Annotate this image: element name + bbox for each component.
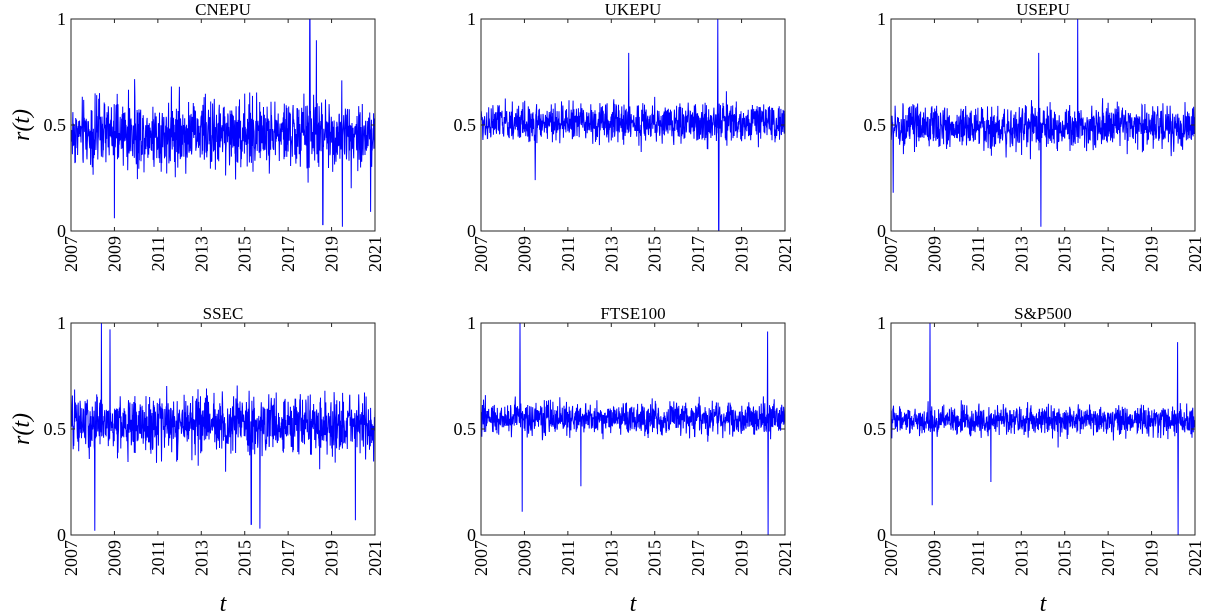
- series-line-0-0: [71, 19, 375, 227]
- chart-title: USEPU: [1016, 0, 1070, 19]
- series-line-4-0: [481, 323, 785, 535]
- x-tick-label: 2015: [1055, 540, 1075, 576]
- x-tick-label: 2019: [1142, 236, 1162, 272]
- x-tick-label: 2019: [732, 540, 752, 576]
- x-tick-label: 2015: [645, 540, 665, 576]
- x-tick-label: 2011: [968, 236, 988, 271]
- x-tick-label: 2011: [968, 540, 988, 575]
- chart-panel-0: 0 0.5 1 2007 2009 2011 2013 2015 2017 2019 2021 CNE…: [9, 0, 385, 272]
- y-tick-label: 0: [467, 525, 476, 545]
- chart-panel-2: 0 0.5 1 2007 2009 2011 2013 2015 2017 2019 2021 USE…: [864, 0, 1206, 272]
- chart-panel-4: 0 0.5 1 2007 2009 2011 2013 2015 2017 2019 2021 FTS…: [454, 304, 796, 615]
- x-tick-label: 2013: [191, 236, 211, 272]
- y-tick-label: 0.5: [864, 419, 887, 439]
- chart-title: SSEC: [203, 304, 244, 323]
- x-tick-label: 2015: [235, 540, 255, 576]
- x-axis-label: t: [220, 591, 228, 615]
- x-tick-label: 2019: [732, 236, 752, 272]
- x-tick-label: 2007: [881, 540, 901, 576]
- x-tick-label: 2021: [365, 236, 385, 272]
- x-tick-label: 2021: [775, 540, 795, 576]
- y-tick-label: 0: [877, 221, 886, 241]
- x-tick-label: 2011: [558, 236, 578, 271]
- chart-title: UKEPU: [605, 0, 662, 19]
- series-line-5-0: [891, 323, 1195, 535]
- x-tick-label: 2007: [471, 540, 491, 576]
- chart-panel-5: 0 0.5 1 2007 2009 2011 2013 2015 2017 2019 2021 S&P…: [864, 304, 1206, 615]
- y-tick-label: 0: [467, 221, 476, 241]
- x-tick-label: 2009: [514, 540, 534, 576]
- x-tick-label: 2011: [148, 236, 168, 271]
- y-tick-label: 0.5: [44, 115, 67, 135]
- series-line-1-0: [481, 19, 785, 231]
- y-tick-label: 1: [467, 9, 476, 29]
- y-tick-label: 0.5: [864, 115, 887, 135]
- y-tick-label: 1: [467, 313, 476, 333]
- y-tick-label: 1: [877, 9, 886, 29]
- x-tick-label: 2017: [1098, 540, 1118, 576]
- x-tick-label: 2013: [191, 540, 211, 576]
- y-axis-label: r(t): [9, 109, 35, 141]
- x-tick-label: 2017: [278, 236, 298, 272]
- x-tick-label: 2009: [924, 236, 944, 272]
- x-tick-label: 2007: [61, 236, 81, 272]
- x-axis-label: t: [630, 591, 638, 615]
- x-tick-label: 2019: [322, 236, 342, 272]
- y-tick-label: 0: [57, 525, 66, 545]
- y-tick-label: 1: [57, 9, 66, 29]
- x-tick-label: 2021: [1185, 540, 1205, 576]
- x-tick-label: 2011: [558, 540, 578, 575]
- y-tick-label: 0.5: [44, 419, 67, 439]
- y-tick-label: 0: [57, 221, 66, 241]
- x-tick-label: 2021: [1185, 236, 1205, 272]
- x-tick-label: 2013: [601, 236, 621, 272]
- y-tick-label: 0.5: [454, 419, 477, 439]
- chart-panel-1: 0 0.5 1 2007 2009 2011 2013 2015 2017 2019 2021 UKE…: [454, 0, 796, 272]
- x-tick-label: 2019: [322, 540, 342, 576]
- x-tick-label: 2017: [688, 236, 708, 272]
- y-tick-label: 0.5: [454, 115, 477, 135]
- x-tick-label: 2019: [1142, 540, 1162, 576]
- y-tick-label: 1: [57, 313, 66, 333]
- x-axis-label: t: [1040, 591, 1048, 615]
- series-line-3-0: [71, 323, 375, 531]
- x-tick-label: 2007: [881, 236, 901, 272]
- x-tick-label: 2017: [1098, 236, 1118, 272]
- x-tick-label: 2015: [235, 236, 255, 272]
- x-tick-label: 2007: [471, 236, 491, 272]
- chart-title: CNEPU: [195, 0, 251, 19]
- x-tick-label: 2015: [645, 236, 665, 272]
- chart-title: S&P500: [1014, 304, 1072, 323]
- x-tick-label: 2009: [924, 540, 944, 576]
- x-tick-label: 2017: [688, 540, 708, 576]
- y-axis-label: r(t): [9, 413, 35, 445]
- x-tick-label: 2013: [1011, 540, 1031, 576]
- x-tick-label: 2009: [104, 236, 124, 272]
- x-tick-label: 2007: [61, 540, 81, 576]
- chart-panel-3: 0 0.5 1 2007 2009 2011 2013 2015 2017 2019 2021 SSE…: [9, 304, 385, 615]
- x-tick-label: 2009: [104, 540, 124, 576]
- y-tick-label: 1: [877, 313, 886, 333]
- x-tick-label: 2013: [1011, 236, 1031, 272]
- y-tick-label: 0: [877, 525, 886, 545]
- x-tick-label: 2013: [601, 540, 621, 576]
- x-tick-label: 2021: [775, 236, 795, 272]
- series-line-2-0: [891, 19, 1195, 227]
- x-tick-label: 2015: [1055, 236, 1075, 272]
- x-tick-label: 2017: [278, 540, 298, 576]
- x-tick-label: 2011: [148, 540, 168, 575]
- x-tick-label: 2021: [365, 540, 385, 576]
- x-tick-label: 2009: [514, 236, 534, 272]
- chart-title: FTSE100: [600, 304, 665, 323]
